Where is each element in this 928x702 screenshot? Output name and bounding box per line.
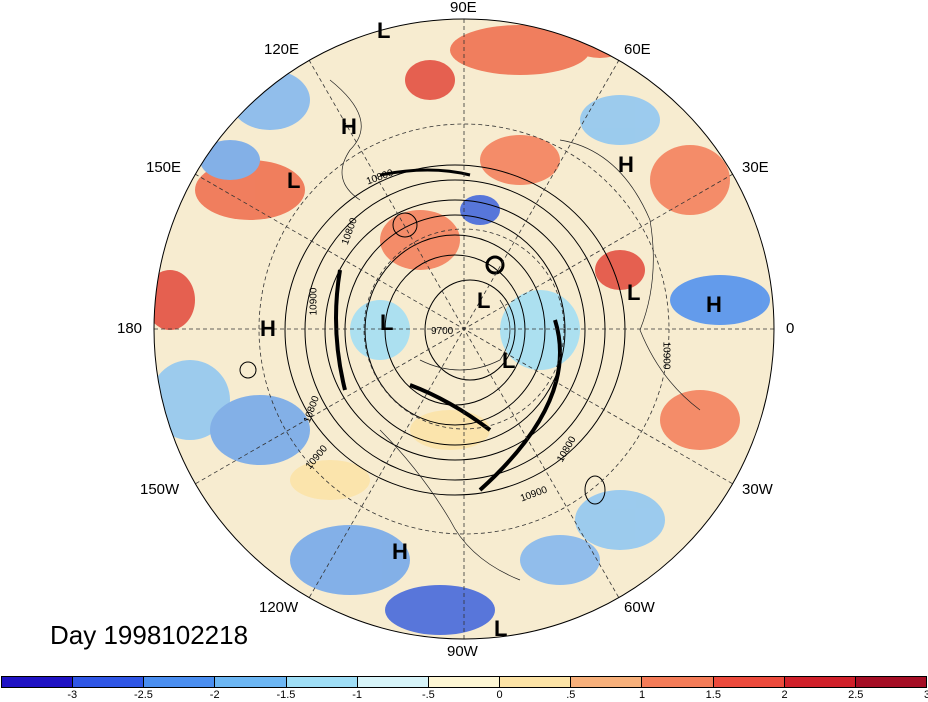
colorbar-cell: [286, 677, 358, 687]
lon-label-30e: 30E: [742, 159, 769, 176]
pressure-center: L: [477, 288, 491, 313]
pressure-center: H: [260, 316, 276, 341]
lon-label-90w: 90W: [447, 643, 478, 660]
colorbar-cell: [144, 677, 216, 687]
pressure-center: H: [392, 539, 408, 564]
colorbar: [1, 676, 927, 688]
pressure-center: L: [287, 168, 301, 193]
contour-label: 9700: [431, 326, 454, 337]
lon-label-0: 0: [786, 320, 795, 337]
pressure-center: H: [618, 152, 634, 177]
lon-label-30w: 30W: [742, 481, 773, 498]
colorbar-cell: [500, 677, 572, 687]
colorbar-tick-label: 3: [923, 689, 928, 701]
polar-map: [153, 18, 775, 640]
colorbar-cell: [215, 677, 287, 687]
colorbar-cell: [357, 677, 429, 687]
colorbar-cell: [428, 677, 501, 687]
colorbar-tick-label: -2.5: [133, 689, 153, 701]
graticule: [154, 19, 774, 639]
pressure-center: L: [377, 18, 391, 43]
contour-label: 10900: [308, 287, 320, 316]
colorbar-cell: [642, 677, 714, 687]
colorbar-cell: [73, 677, 145, 687]
colorbar-tick-label: 1.5: [705, 689, 721, 701]
anomaly-shading: [154, 22, 770, 635]
colorbar-cell: [2, 677, 74, 687]
lon-label-120w: 120W: [259, 599, 299, 616]
colorbar-tick-label: 1: [639, 689, 646, 701]
lon-label-90e: 90E: [450, 0, 477, 16]
map-boundary: [153, 18, 775, 640]
lon-label-60e: 60E: [624, 41, 651, 58]
pressure-center: L: [494, 616, 508, 641]
colorbar-tick-label: -3: [67, 689, 78, 701]
timestamp-label: Day 1998102218: [50, 620, 249, 650]
pressure-center: H: [706, 292, 722, 317]
lon-label-150w: 150W: [140, 481, 180, 498]
pressure-center: H: [341, 114, 357, 139]
pressure-center: L: [380, 310, 394, 335]
colorbar-cell: [855, 677, 927, 687]
colorbar-tick-label: 2.5: [848, 689, 864, 701]
colorbar-tick-label: -.5: [421, 689, 435, 701]
lon-label-150e: 150E: [146, 159, 182, 176]
pressure-center: L: [502, 348, 516, 373]
colorbar-tick-label: -2: [209, 689, 220, 701]
geopotential-contours: [239, 164, 626, 505]
colorbar-cell: [571, 677, 643, 687]
colorbar-cell: [784, 677, 856, 687]
lon-label-180: 180: [117, 320, 143, 337]
pressure-center: L: [627, 280, 641, 305]
lon-label-120e: 120E: [264, 41, 300, 58]
lon-label-60w: 60W: [624, 599, 655, 616]
colorbar-tick-label: -1: [352, 689, 363, 701]
colorbar-tick-label: 0: [496, 689, 503, 701]
colorbar-tick-label: 2: [781, 689, 788, 701]
colorbar-tick-label: -1.5: [276, 689, 296, 701]
colorbar-tick-label: .5: [566, 689, 576, 701]
contour-label: 10900: [660, 341, 672, 370]
colorbar-cell: [713, 677, 785, 687]
